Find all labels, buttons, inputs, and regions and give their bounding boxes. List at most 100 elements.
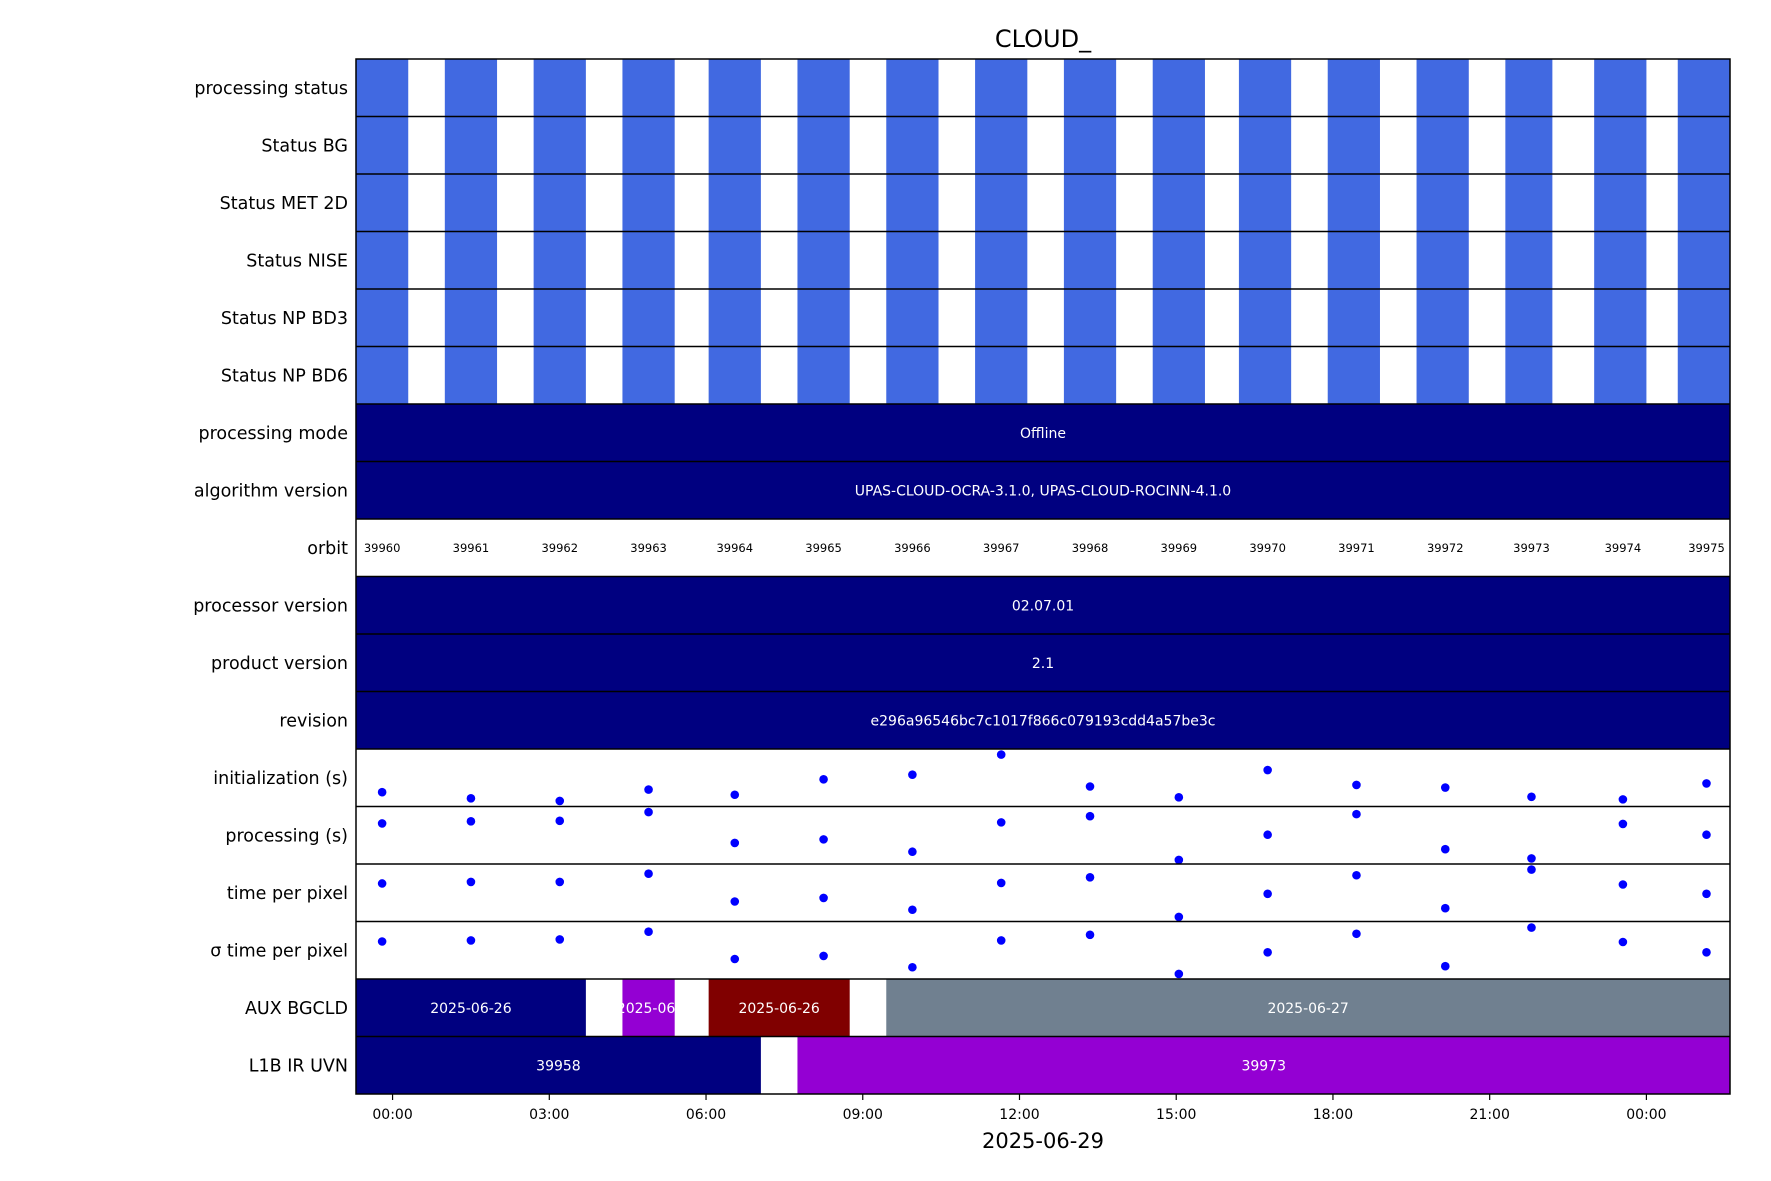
data-point bbox=[377, 819, 387, 828]
data-point bbox=[730, 897, 740, 906]
data-point bbox=[1527, 923, 1536, 932]
status-block bbox=[444, 289, 498, 347]
status-block bbox=[1594, 346, 1647, 404]
data-point bbox=[1174, 793, 1184, 802]
status-block bbox=[886, 289, 939, 347]
data-point bbox=[1618, 880, 1628, 889]
status-block bbox=[1594, 231, 1647, 289]
status-block bbox=[1677, 346, 1730, 404]
status-block bbox=[1505, 59, 1553, 117]
data-point bbox=[1527, 865, 1536, 874]
status-block bbox=[356, 116, 409, 174]
data-point bbox=[1352, 780, 1361, 790]
data-point bbox=[908, 905, 917, 915]
status-block bbox=[1677, 174, 1730, 232]
status-block bbox=[622, 59, 675, 117]
status-block bbox=[622, 289, 675, 347]
data-point bbox=[1263, 830, 1272, 840]
orbit-number: 39975 bbox=[1688, 541, 1725, 555]
status-block bbox=[1594, 289, 1647, 347]
algorithm-version-bar bbox=[356, 461, 1730, 519]
status-block bbox=[1505, 231, 1553, 289]
status-block bbox=[797, 174, 850, 232]
status-block bbox=[1505, 174, 1553, 232]
data-point bbox=[377, 787, 387, 797]
orbit-number: 39964 bbox=[716, 541, 753, 555]
data-point bbox=[730, 790, 740, 800]
x-tick-label: 15:00 bbox=[1156, 1107, 1196, 1123]
status-block bbox=[797, 231, 850, 289]
status-block bbox=[1063, 346, 1117, 404]
orbit-number: 39962 bbox=[541, 541, 578, 555]
status-block bbox=[1327, 116, 1380, 174]
segment-label: 2025-06-27 bbox=[1267, 1001, 1348, 1017]
status-block bbox=[1677, 59, 1730, 117]
data-point bbox=[1174, 855, 1184, 865]
status-block bbox=[356, 231, 409, 289]
segment-label: 2025-06- bbox=[617, 1001, 681, 1017]
row-label: product version bbox=[211, 654, 348, 674]
data-point bbox=[1085, 782, 1095, 791]
status-block bbox=[886, 116, 939, 174]
status-block bbox=[356, 289, 409, 347]
data-point bbox=[1702, 779, 1711, 788]
status-block bbox=[797, 346, 850, 404]
status-block bbox=[533, 174, 586, 232]
revision-bar bbox=[356, 691, 1730, 749]
status-block bbox=[1238, 59, 1292, 117]
status-block bbox=[1594, 116, 1647, 174]
segment bbox=[622, 979, 675, 1037]
data-point bbox=[644, 785, 653, 794]
row-label: initialization (s) bbox=[213, 769, 348, 789]
status-block bbox=[1238, 289, 1292, 347]
data-point bbox=[1618, 937, 1628, 947]
status-block bbox=[886, 231, 939, 289]
data-point bbox=[1263, 765, 1272, 775]
orbit-number: 39963 bbox=[630, 541, 667, 555]
data-point bbox=[1085, 930, 1095, 940]
data-point bbox=[908, 962, 917, 972]
status-block bbox=[1063, 59, 1117, 117]
orbit-number: 39965 bbox=[805, 541, 842, 555]
status-block bbox=[886, 346, 939, 404]
status-block bbox=[975, 346, 1028, 404]
orbit-number: 39966 bbox=[894, 541, 931, 555]
data-point bbox=[1085, 873, 1095, 882]
orbit-number: 39968 bbox=[1072, 541, 1109, 555]
row-label: orbit bbox=[307, 539, 348, 559]
status-block bbox=[1152, 346, 1205, 404]
status-block bbox=[533, 346, 586, 404]
x-tick-label: 18:00 bbox=[1313, 1107, 1353, 1123]
orbit-number: 39970 bbox=[1249, 541, 1286, 555]
data-point bbox=[1263, 889, 1272, 899]
row-label: Status NISE bbox=[246, 251, 348, 271]
data-point bbox=[644, 869, 653, 878]
segment bbox=[797, 1036, 1730, 1094]
status-block bbox=[708, 231, 761, 289]
data-point bbox=[1263, 948, 1272, 957]
status-block bbox=[975, 174, 1028, 232]
data-point bbox=[1440, 961, 1450, 971]
data-point bbox=[908, 770, 917, 779]
segment bbox=[356, 1036, 761, 1094]
rows-layer: Offline UPAS-CLOUD-OCRA-3.1.0, UPAS-CLOUD… bbox=[355, 58, 1731, 1095]
x-tick-label: 00:00 bbox=[372, 1107, 412, 1123]
status-block bbox=[975, 116, 1028, 174]
status-block bbox=[886, 174, 939, 232]
status-block bbox=[444, 231, 498, 289]
status-block bbox=[1416, 116, 1469, 174]
status-block bbox=[622, 174, 675, 232]
row-label: revision bbox=[279, 711, 348, 731]
segment bbox=[886, 979, 1730, 1037]
algorithm-version-value: UPAS-CLOUD-OCRA-3.1.0, UPAS-CLOUD-ROCINN… bbox=[855, 483, 1231, 499]
status-block bbox=[533, 59, 586, 117]
status-block bbox=[533, 231, 586, 289]
status-block bbox=[1238, 116, 1292, 174]
data-point bbox=[555, 877, 565, 887]
product-version-bar bbox=[356, 634, 1730, 692]
revision-value: e296a96546bc7c1017f866c079193cdd4a57be3c bbox=[871, 713, 1216, 729]
segment-label: 2025-06-26 bbox=[430, 1001, 511, 1017]
row-label: σ time per pixel bbox=[210, 941, 348, 961]
data-point bbox=[819, 774, 828, 784]
status-block bbox=[356, 59, 409, 117]
